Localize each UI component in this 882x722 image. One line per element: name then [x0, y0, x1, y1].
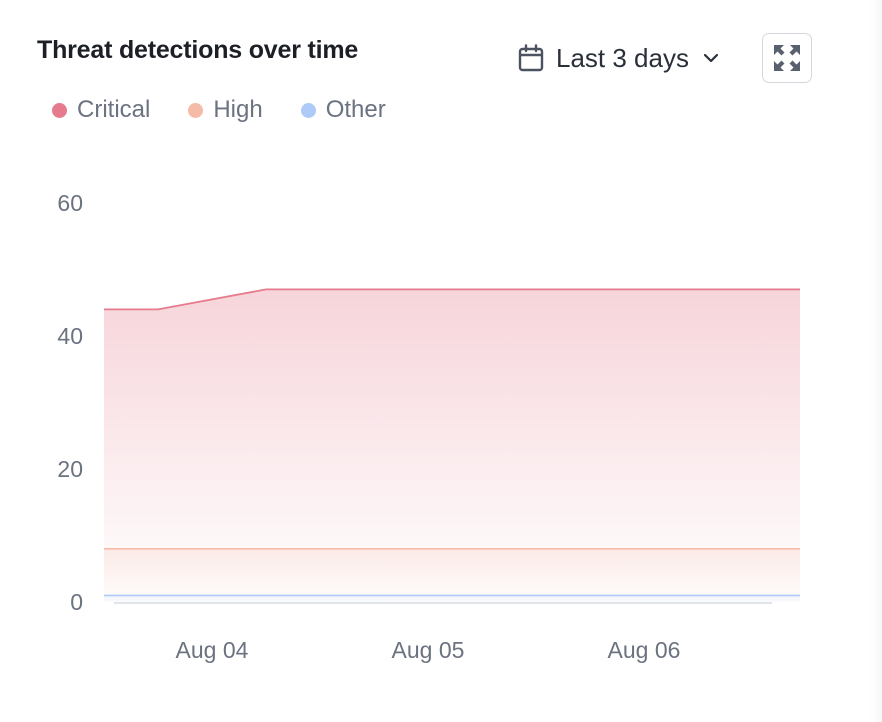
legend-item-other[interactable]: Other: [300, 96, 386, 124]
x-tick-label: Aug 06: [608, 637, 681, 663]
series-line-critical[interactable]: [104, 288, 800, 311]
y-tick-label: 60: [57, 190, 83, 216]
legend-dot: [188, 102, 204, 118]
legend-dot: [300, 102, 316, 118]
y-tick-label: 20: [57, 456, 83, 482]
legend-label: Critical: [77, 96, 151, 123]
legend-dot: [52, 102, 67, 118]
legend-label: Other: [325, 96, 386, 123]
series-area-high: [104, 548, 800, 602]
x-tick-label: Aug 04: [176, 637, 249, 663]
legend-item-critical[interactable]: Critical: [52, 96, 150, 124]
y-tick-label: 40: [57, 323, 83, 349]
x-tick-label: Aug 05: [392, 637, 465, 663]
chevron-down-icon: [703, 53, 719, 63]
series-area-critical: [104, 289, 800, 602]
area-chart: 0 20 40 60 Aug 04 Aug 05 Aug 06: [57, 190, 800, 663]
series-area-other: [104, 595, 800, 602]
panel-edge: [870, 0, 882, 722]
legend-label: High: [213, 96, 263, 123]
date-range-label: Last 3 days: [556, 42, 689, 73]
legend-item-high[interactable]: High: [188, 96, 263, 124]
expand-icon: [774, 45, 800, 71]
chart-legend: Critical High Other: [52, 96, 424, 124]
y-tick-label: 0: [70, 589, 83, 615]
chart-title: Threat detections over time: [37, 36, 359, 64]
expand-button[interactable]: [762, 33, 812, 83]
date-range-dropdown[interactable]: Last 3 days: [518, 36, 721, 80]
calendar-icon: [518, 44, 544, 72]
